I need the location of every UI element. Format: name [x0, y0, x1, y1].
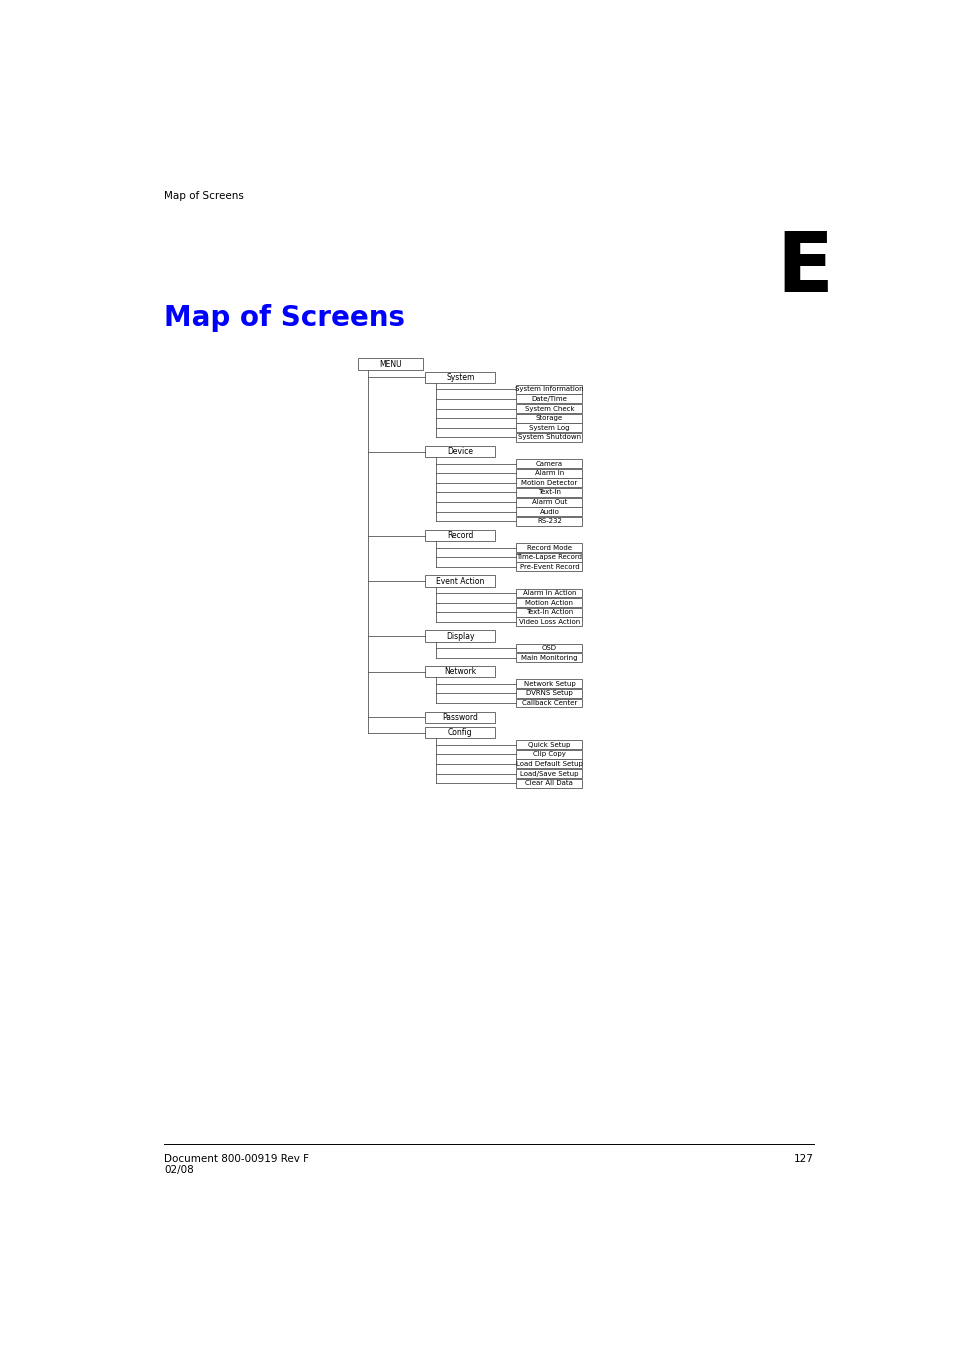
FancyBboxPatch shape	[516, 698, 581, 708]
FancyBboxPatch shape	[516, 759, 581, 768]
FancyBboxPatch shape	[516, 460, 581, 468]
FancyBboxPatch shape	[516, 589, 581, 597]
Text: Clear All Data: Clear All Data	[525, 780, 573, 786]
Text: System Check: System Check	[524, 406, 574, 411]
FancyBboxPatch shape	[516, 770, 581, 778]
Text: Network Setup: Network Setup	[523, 681, 575, 687]
FancyBboxPatch shape	[357, 359, 423, 371]
FancyBboxPatch shape	[425, 530, 495, 541]
Text: OSD: OSD	[541, 644, 557, 651]
FancyBboxPatch shape	[516, 643, 581, 652]
FancyBboxPatch shape	[425, 712, 495, 723]
Text: Text-In Action: Text-In Action	[525, 609, 573, 615]
FancyBboxPatch shape	[516, 414, 581, 422]
FancyBboxPatch shape	[516, 479, 581, 487]
Text: RS-232: RS-232	[537, 519, 561, 524]
FancyBboxPatch shape	[516, 562, 581, 572]
Text: System: System	[446, 373, 474, 381]
FancyBboxPatch shape	[516, 516, 581, 526]
Text: Motion Action: Motion Action	[525, 600, 573, 605]
FancyBboxPatch shape	[516, 608, 581, 616]
Text: Date/Time: Date/Time	[531, 396, 567, 402]
Text: System Log: System Log	[529, 425, 569, 431]
Text: Time-Lapse Record: Time-Lapse Record	[516, 554, 581, 561]
Text: System Shutdown: System Shutdown	[517, 434, 580, 441]
Text: Display: Display	[446, 632, 474, 640]
FancyBboxPatch shape	[516, 423, 581, 433]
FancyBboxPatch shape	[516, 689, 581, 698]
FancyBboxPatch shape	[516, 740, 581, 749]
Text: Event Action: Event Action	[436, 577, 484, 585]
Text: Map of Screens: Map of Screens	[164, 191, 244, 201]
Text: Audio: Audio	[538, 508, 558, 515]
Text: Text-In: Text-In	[537, 489, 560, 496]
Text: Video Loss Action: Video Loss Action	[518, 619, 579, 625]
FancyBboxPatch shape	[425, 446, 495, 457]
Text: Storage: Storage	[536, 415, 562, 421]
Text: Load/Save Setup: Load/Save Setup	[519, 771, 578, 776]
Text: Pre-Event Record: Pre-Event Record	[519, 563, 578, 570]
FancyBboxPatch shape	[425, 631, 495, 642]
FancyBboxPatch shape	[516, 386, 581, 394]
Text: Alarm In Action: Alarm In Action	[522, 590, 576, 596]
Text: DVRNS Setup: DVRNS Setup	[525, 690, 572, 697]
Text: Map of Screens: Map of Screens	[164, 305, 405, 332]
Text: Device: Device	[447, 448, 473, 456]
Text: Callback Center: Callback Center	[521, 700, 577, 706]
Text: Load Default Setup: Load Default Setup	[516, 760, 582, 767]
Text: Main Monitoring: Main Monitoring	[520, 655, 577, 661]
FancyBboxPatch shape	[516, 679, 581, 689]
FancyBboxPatch shape	[516, 654, 581, 662]
FancyBboxPatch shape	[516, 433, 581, 442]
Text: Record Mode: Record Mode	[526, 545, 571, 550]
Text: Network: Network	[444, 667, 476, 677]
Text: E: E	[776, 228, 833, 309]
Text: Quick Setup: Quick Setup	[528, 741, 570, 748]
FancyBboxPatch shape	[516, 469, 581, 477]
Text: Record: Record	[447, 531, 473, 541]
FancyBboxPatch shape	[425, 666, 495, 678]
FancyBboxPatch shape	[425, 576, 495, 586]
Text: Password: Password	[442, 713, 477, 721]
Text: System Information: System Information	[515, 387, 583, 392]
FancyBboxPatch shape	[516, 488, 581, 497]
FancyBboxPatch shape	[516, 553, 581, 562]
FancyBboxPatch shape	[516, 779, 581, 787]
Text: Document 800-00919 Rev F
02/08: Document 800-00919 Rev F 02/08	[164, 1154, 309, 1175]
FancyBboxPatch shape	[516, 543, 581, 551]
Text: Config: Config	[448, 728, 472, 737]
FancyBboxPatch shape	[516, 749, 581, 759]
Text: Clip Copy: Clip Copy	[533, 751, 565, 758]
FancyBboxPatch shape	[516, 599, 581, 607]
Text: 127: 127	[793, 1154, 813, 1163]
Text: Camera: Camera	[536, 461, 562, 466]
FancyBboxPatch shape	[516, 617, 581, 627]
FancyBboxPatch shape	[516, 497, 581, 507]
Text: MENU: MENU	[378, 360, 401, 369]
FancyBboxPatch shape	[516, 404, 581, 412]
Text: Motion Detector: Motion Detector	[520, 480, 577, 485]
FancyBboxPatch shape	[516, 507, 581, 516]
FancyBboxPatch shape	[516, 395, 581, 403]
Text: Alarm In: Alarm In	[535, 470, 563, 476]
FancyBboxPatch shape	[425, 727, 495, 739]
Text: Alarm Out: Alarm Out	[531, 499, 566, 506]
FancyBboxPatch shape	[425, 372, 495, 383]
